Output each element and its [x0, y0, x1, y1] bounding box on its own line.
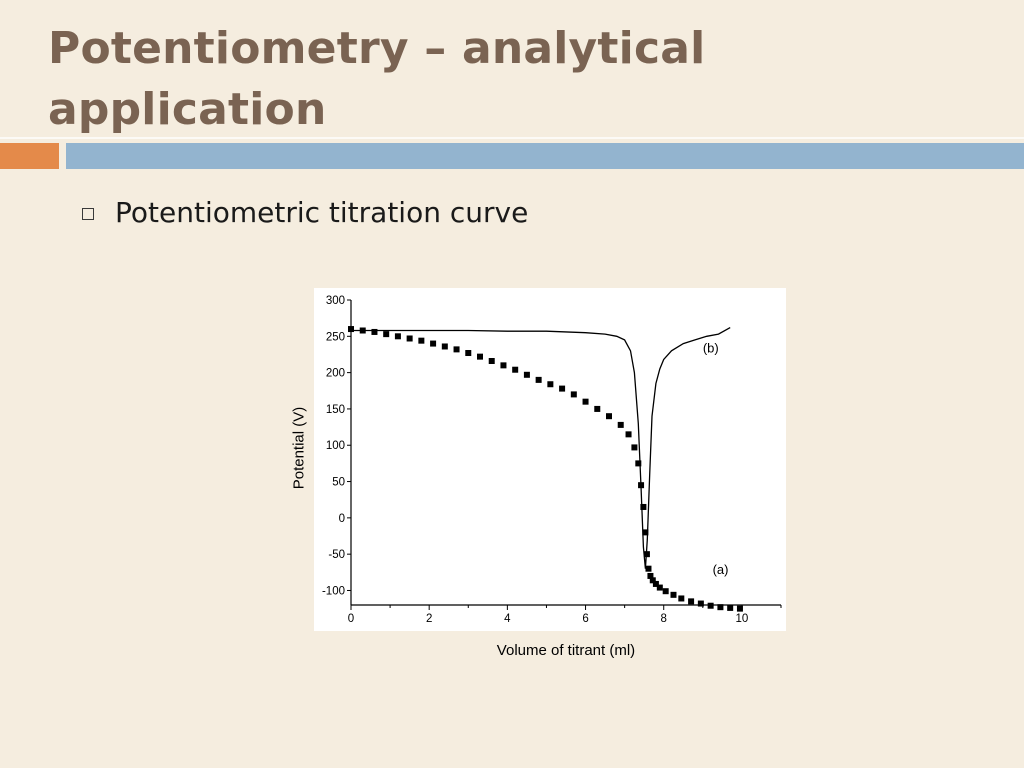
series-a-point: [559, 385, 566, 392]
square-bullet-icon: [82, 208, 94, 220]
series-a-point: [441, 343, 448, 350]
series-a-point: [594, 405, 601, 412]
series-a-point: [656, 584, 663, 591]
x-tick-label: 6: [582, 613, 588, 625]
y-tick-label: 0: [339, 513, 345, 525]
series-a-point: [670, 591, 677, 598]
x-axis-label: Volume of titrant (ml): [496, 642, 636, 659]
series-a-point: [697, 600, 704, 607]
series-a-point: [523, 371, 530, 378]
series-a-point: [606, 413, 612, 420]
series-a-point: [570, 391, 577, 398]
bullet-text: Potentiometric titration curve: [115, 195, 529, 229]
series-b-label: (b): [703, 340, 719, 355]
series-b-line: [351, 327, 731, 569]
series-a-point: [371, 328, 378, 335]
series-a-point: [617, 421, 624, 428]
series-a-point: [383, 331, 390, 338]
series-a-point: [662, 588, 669, 595]
series-a-point: [649, 577, 656, 584]
title-divider-line: [0, 137, 1024, 139]
x-tick-label: 10: [736, 613, 749, 625]
x-tick-label: 4: [504, 613, 511, 625]
y-tick-label: -50: [328, 549, 345, 561]
series-a-label: (a): [713, 562, 729, 577]
y-axis-label: Potential (V): [290, 406, 308, 490]
series-a-point: [717, 604, 724, 611]
x-tick-label: 0: [348, 613, 354, 625]
y-tick-label: 300: [326, 295, 345, 307]
series-a-point: [477, 353, 483, 360]
series-a-point: [640, 503, 647, 510]
series-a-point: [535, 376, 542, 383]
series-a-point: [582, 398, 589, 405]
series-a-point: [736, 605, 743, 612]
slide-title: Potentiometry – analytical application: [48, 23, 706, 135]
series-a-point: [406, 335, 413, 342]
series-a-point: [688, 598, 695, 605]
series-a-point: [678, 595, 685, 602]
series-a-point: [707, 602, 714, 609]
accent-bar-orange: [0, 143, 59, 169]
x-tick-label: 2: [426, 613, 432, 625]
y-tick-label: 200: [326, 368, 345, 380]
series-a-point: [727, 604, 734, 611]
y-tick-label: 250: [326, 331, 345, 343]
series-a-point: [465, 350, 472, 357]
series-a-point: [635, 460, 642, 467]
titration-chart: 300 250 200 150 100 50 0 -50 -100 0 2 4 6 8 10 (a) (b): [314, 288, 786, 631]
series-a-point: [488, 358, 495, 364]
y-tick-label: 50: [332, 477, 345, 489]
y-tick-label: 100: [326, 440, 345, 452]
series-a-point: [645, 565, 652, 572]
series-a-point: [394, 333, 401, 340]
bullet-item: Potentiometric titration curve: [82, 190, 528, 234]
series-a-point: [547, 381, 554, 388]
chart-svg: 300 250 200 150 100 50 0 -50 -100 0 2 4 6 8 10 (a) (b): [322, 295, 782, 625]
series-a-point: [418, 337, 425, 344]
series-a-point: [631, 444, 638, 451]
x-tick-label: 8: [661, 613, 667, 625]
series-a-point: [642, 529, 649, 536]
series-a-point: [647, 572, 654, 579]
y-tick-label: 150: [326, 404, 345, 416]
series-a-point: [453, 346, 460, 353]
series-a-point: [625, 431, 632, 438]
series-a-point: [652, 580, 659, 587]
y-tick-label: -100: [322, 585, 345, 597]
accent-bar-blue: [66, 143, 1024, 169]
series-a-point: [500, 362, 507, 369]
series-a-point: [430, 340, 437, 347]
series-a-point: [348, 326, 354, 333]
series-a-point: [512, 366, 519, 373]
